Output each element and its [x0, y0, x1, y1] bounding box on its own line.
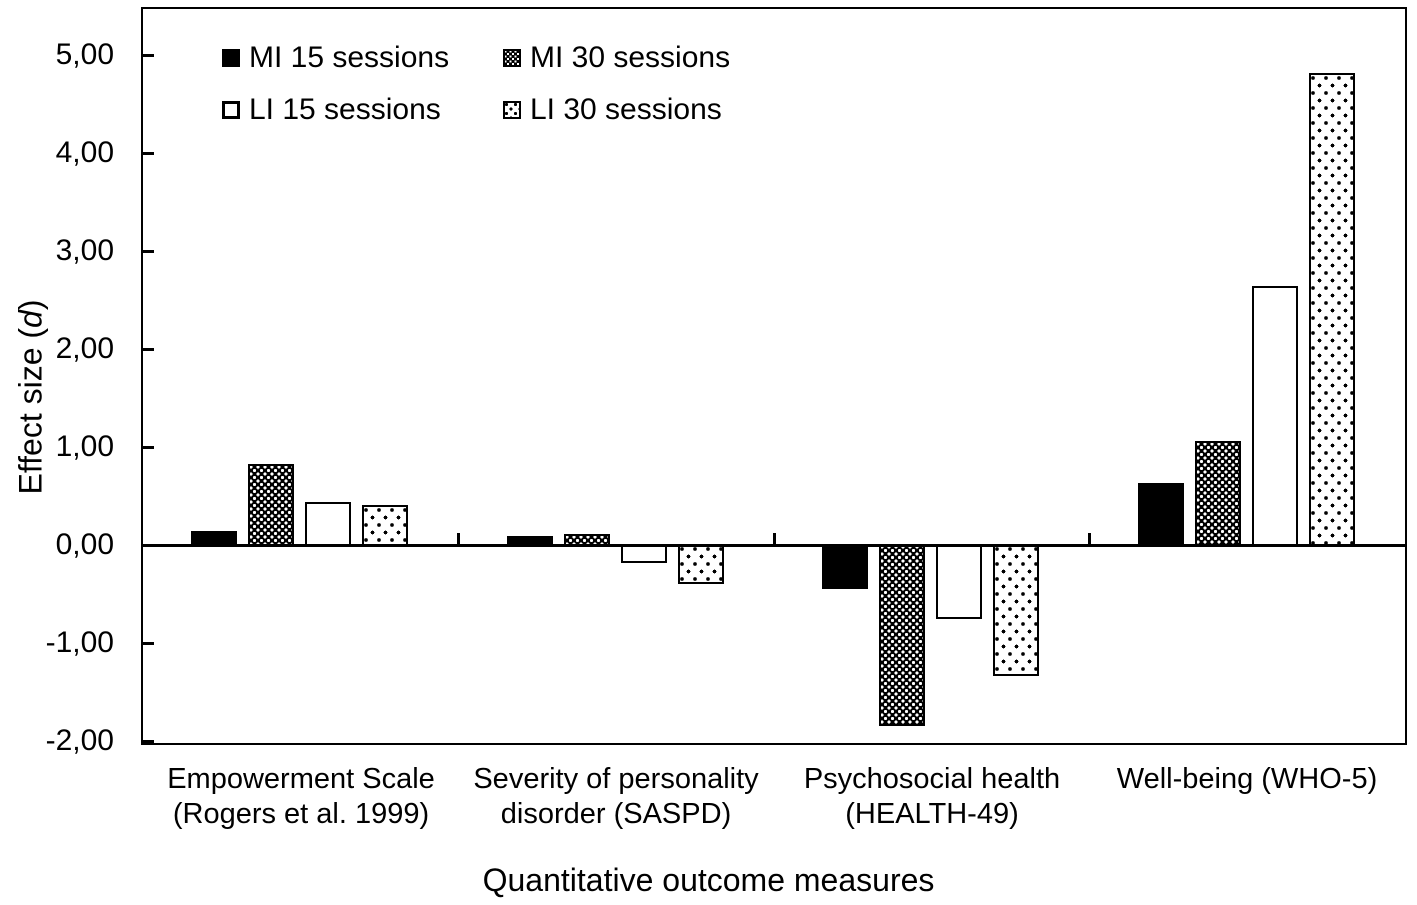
y-tick-label: -2,00 — [45, 724, 114, 757]
y-axis-tick-mark — [143, 54, 154, 57]
y-tick-label: 3,00 — [55, 234, 114, 267]
y-axis-title: Effect size (d) — [12, 299, 49, 495]
legend-entry-li-30: LI 30 sessions — [503, 93, 722, 126]
legend-marker-dotted-square-icon — [503, 101, 521, 119]
category-label-saspd: Severity of personality disorder (SASPD) — [473, 763, 759, 830]
bar-mi-30-sessions-cat4 — [1194, 441, 1241, 547]
bar-li-15-sessions-cat4 — [1251, 286, 1298, 547]
bar-mi-15-sessions-cat3 — [822, 544, 868, 590]
y-tick-label: 1,00 — [55, 430, 114, 463]
legend-marker-outline-square-icon — [222, 101, 240, 119]
bar-li-15-sessions-cat1 — [305, 501, 351, 547]
y-tick-label: 4,00 — [55, 136, 114, 169]
bar-li-15-sessions-cat3 — [936, 544, 982, 619]
x-axis-category-tick-mark — [772, 533, 776, 544]
y-axis-tick-mark — [143, 152, 154, 155]
y-tick-label: 5,00 — [55, 38, 114, 71]
bar-li-30-sessions-cat3 — [993, 544, 1039, 677]
plot-area: MI 15 sessions MI 30 sessions LI 15 sess… — [141, 7, 1407, 745]
bar-li-30-sessions-cat1 — [362, 504, 408, 547]
legend-label: MI 30 sessions — [530, 41, 731, 74]
bar-mi-30-sessions-cat3 — [879, 544, 925, 727]
bar-mi-15-sessions-cat4 — [1137, 483, 1184, 547]
y-axis-tick-mark — [143, 348, 154, 351]
y-axis-tick-mark — [143, 740, 154, 743]
bar-li-30-sessions-cat2 — [677, 544, 724, 585]
x-axis-zero-line — [143, 544, 1405, 547]
bar-li-30-sessions-cat4 — [1308, 72, 1355, 547]
x-axis-category-tick-mark — [457, 533, 460, 544]
legend-entry-mi-30: MI 30 sessions — [503, 41, 731, 74]
legend-label: LI 30 sessions — [530, 93, 722, 126]
y-tick-label: 2,00 — [55, 332, 114, 365]
legend-label: LI 15 sessions — [249, 93, 441, 126]
y-axis-tick-mark — [143, 446, 154, 449]
legend-marker-solid-square-icon — [222, 49, 240, 67]
legend-entry-li-15: LI 15 sessions — [222, 93, 441, 126]
x-axis-category-tick-mark — [1088, 533, 1091, 544]
bar-mi-30-sessions-cat1 — [248, 463, 294, 547]
category-label-who5: Well-being (WHO-5) — [1116, 763, 1378, 795]
legend-label: MI 15 sessions — [249, 41, 450, 74]
y-axis-tick-mark — [143, 642, 154, 645]
y-tick-label: -1,00 — [45, 626, 114, 659]
y-tick-label: 0,00 — [55, 528, 114, 561]
legend-entry-mi-15: MI 15 sessions — [222, 41, 450, 74]
x-axis-title: Quantitative outcome measures — [482, 862, 935, 898]
category-label-health49: Psychosocial health (HEALTH-49) — [803, 763, 1061, 830]
category-label-empowerment: Empowerment Scale (Rogers et al. 1999) — [167, 763, 435, 830]
y-axis-tick-mark — [143, 250, 154, 253]
legend-marker-checker-square-icon — [503, 49, 521, 67]
